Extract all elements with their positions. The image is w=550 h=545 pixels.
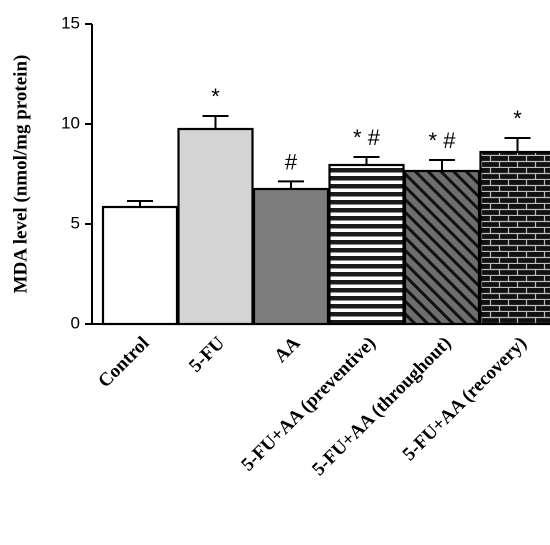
bar-1 (101, 205, 179, 326)
y-tick-label: 0 (71, 313, 80, 332)
bar-6 (479, 150, 550, 326)
annotations-layer: * # * # * # * (211, 84, 522, 174)
y-axis-title: MDA level (nmol/mg protein) (10, 55, 31, 294)
significance-label-2: * (211, 84, 220, 109)
x-labels-layer: Control 5-FU AA5-FU+AA (preventive)5-FU+AA… (94, 332, 531, 479)
x-category-label-5: 5-FU+AA (throughout) (308, 333, 455, 480)
bars-layer (101, 127, 550, 326)
x-category-label-6: 5-FU+AA (recovery) (399, 333, 531, 465)
bar-2 (177, 127, 254, 326)
x-category-label-3: AA (270, 332, 304, 366)
y-tick-label: 10 (61, 113, 80, 132)
y-ticks-layer: 0 5 10 15 (61, 13, 92, 332)
error-bars-layer (127, 115, 531, 207)
y-tick-label: 15 (61, 13, 80, 32)
x-category-label-4: 5-FU+AA (preventive) (237, 333, 380, 476)
bar-4 (328, 163, 405, 326)
bar-3 (252, 187, 330, 326)
bar-5 (403, 169, 481, 326)
significance-label-6: * (513, 106, 522, 131)
y-tick-label: 5 (71, 213, 80, 232)
x-category-label-2: 5-FU (185, 332, 229, 376)
significance-label-4: * # (353, 125, 381, 150)
significance-label-5: * # (429, 128, 457, 153)
x-category-label-1: Control (94, 333, 153, 392)
significance-label-3: # (285, 149, 298, 174)
